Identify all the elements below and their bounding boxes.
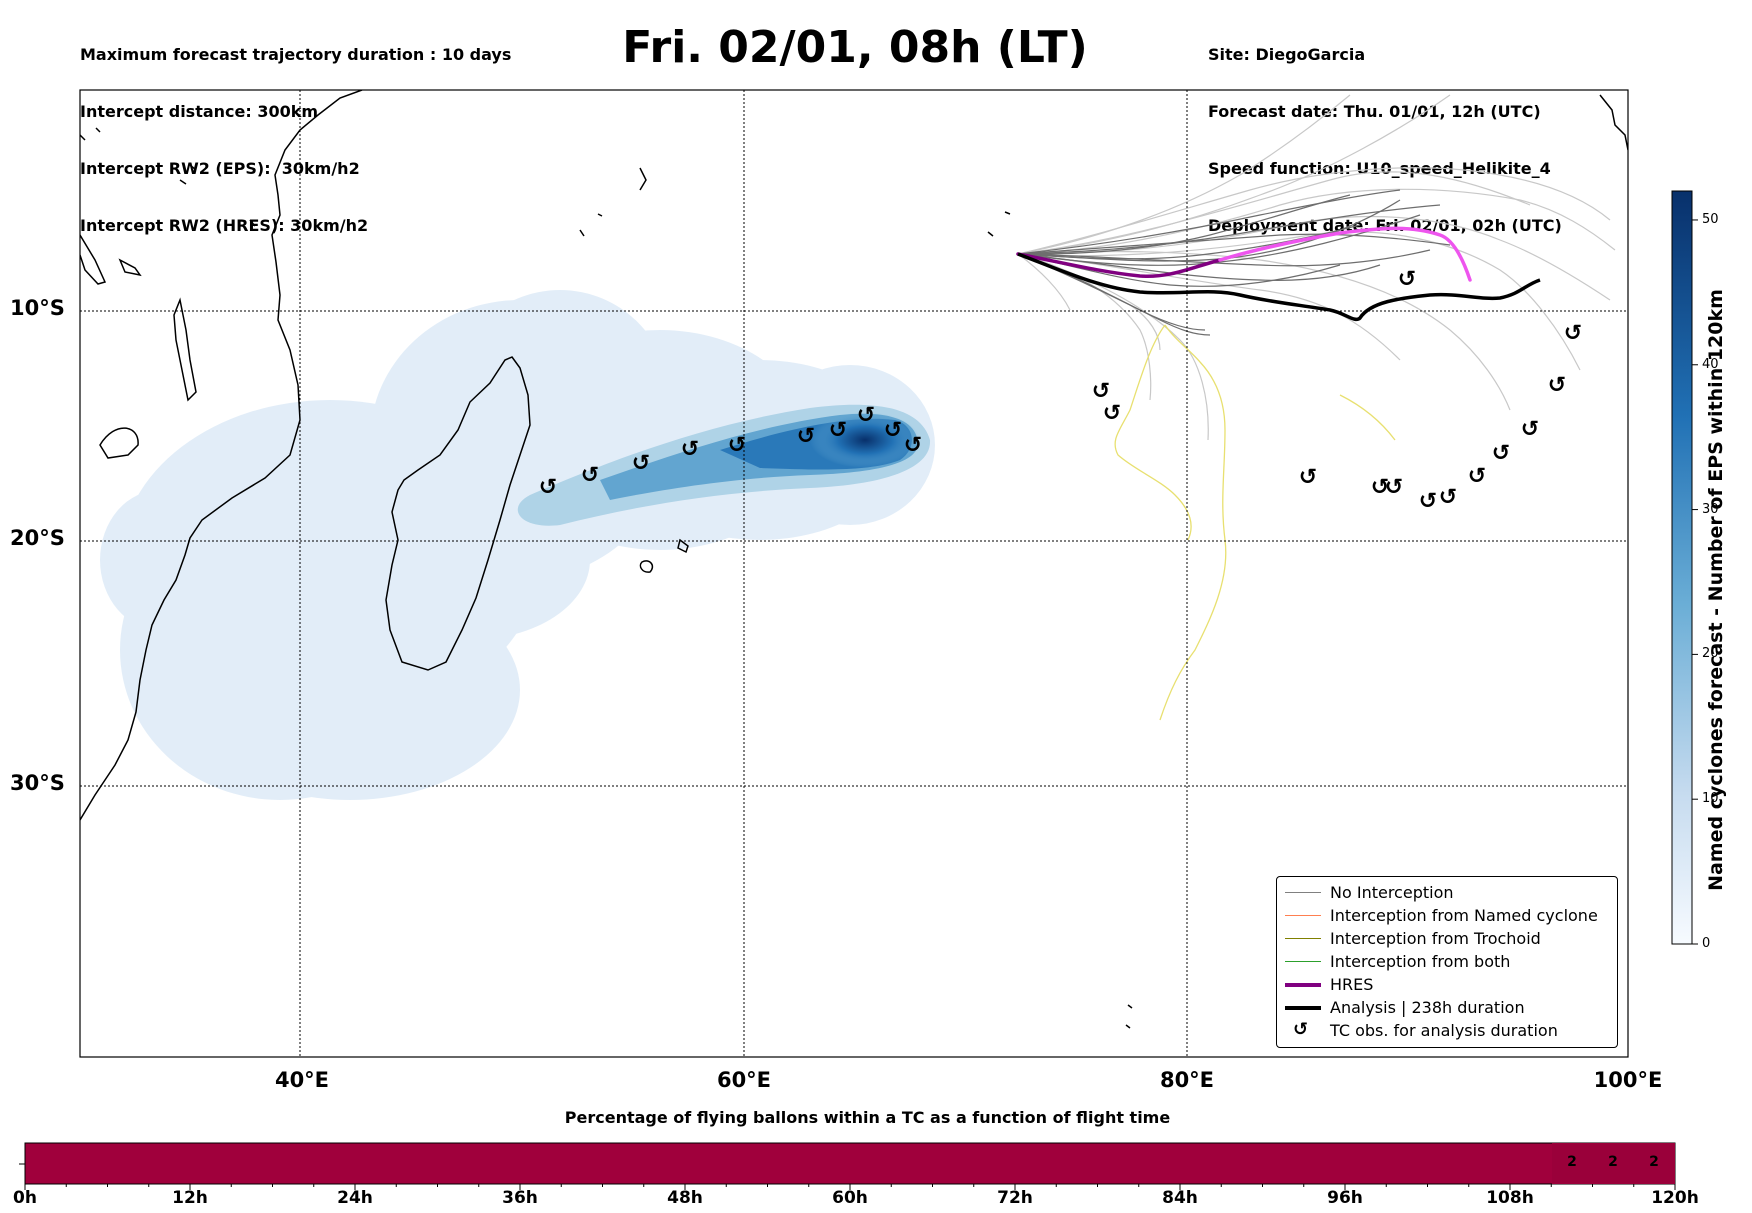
colorbar-tick-label: 30 [1702, 501, 1719, 517]
density-halo [100, 290, 935, 800]
colorbar [1671, 190, 1693, 945]
percentage-bar-cells [1552, 1143, 1675, 1184]
lon-label: 80°E [1159, 1068, 1215, 1092]
lat-label: 30°S [10, 771, 65, 795]
percentage-bar-tick-label: 24h [337, 1188, 373, 1208]
legend-item: ↺ TC obs. for analysis duration [1277, 1019, 1617, 1042]
tc-symbol-icon: ↺ [1385, 475, 1403, 500]
coastline [80, 90, 1628, 1029]
percentage-bar-tick-label: 12h [172, 1188, 208, 1208]
page-title: Fri. 02/01, 08h (LT) [622, 22, 1088, 73]
legend-item: Interception from both [1277, 950, 1617, 973]
madagascar [385, 356, 531, 671]
legend-item: Analysis | 238h duration [1277, 996, 1617, 1019]
lat-label: 10°S [10, 296, 65, 320]
tc-symbol-icon: ↺ [829, 418, 847, 443]
lon-label: 100°E [1593, 1068, 1663, 1092]
tc-symbol-icon: ↺ [581, 463, 599, 488]
header-line: Intercept RW2 (HRES): 30km/h2 [80, 216, 369, 235]
header-info-left: Maximum forecast trajectory duration : 1… [80, 7, 511, 254]
tc-symbol-icon: ↺ [1521, 417, 1539, 442]
colorbar-ticks [1692, 219, 1698, 945]
legend-line-trochoid [1285, 938, 1321, 939]
legend-label: HRES [1330, 975, 1374, 994]
tc-symbol-icon: ↺ [1419, 489, 1437, 514]
percentage-bar-tick-label: 36h [502, 1188, 538, 1208]
legend-line-analysis [1285, 1006, 1321, 1010]
percentage-bar-ticks [24, 1184, 1676, 1190]
colorbar-tick-label: 50 [1702, 211, 1719, 227]
tc-observations: ↺ ↺ ↺↺ ↺ ↺ ↺↺↺↺↺↺↺↺↺↺↺↺↺ ↺↺↺ ↺ [539, 267, 1582, 514]
tc-symbol-icon: ↺ [1564, 321, 1582, 346]
legend: No Interception Interception from Named … [1276, 876, 1618, 1048]
percentage-bar-tick-label: 96h [1327, 1188, 1363, 1208]
tc-symbol-icon: ↺ [1299, 465, 1317, 490]
percentage-bar-tick-label: 72h [997, 1188, 1033, 1208]
colorbar-tick-label: 20 [1702, 646, 1719, 662]
header-line: Site: DiegoGarcia [1208, 45, 1366, 64]
lon-label: 60°E [716, 1068, 772, 1092]
tc-symbol-icon: ↺ [1371, 475, 1389, 500]
legend-line-named-cyclone [1285, 915, 1321, 916]
tc-symbol-icon: ↺ [884, 418, 902, 443]
tc-symbol-icon: ↺ [857, 403, 875, 428]
legend-label: Interception from both [1330, 952, 1511, 971]
colorbar-tick-label: 10 [1702, 791, 1719, 807]
tc-symbol-icon: ↺ [1398, 267, 1416, 292]
percentage-cell-value: 2 [1649, 1154, 1659, 1170]
tc-symbol-icon: ↺ [1103, 401, 1121, 426]
hres-trajectory [1016, 226, 1472, 282]
tc-symbol-icon: ↺ [539, 475, 557, 500]
tc-symbol-icon: ↺ [681, 437, 699, 462]
legend-item: No Interception [1277, 881, 1617, 904]
legend-item: Interception from Trochoid [1277, 927, 1617, 950]
tc-symbol-icon: ↺ [797, 424, 815, 449]
bottom-bar-title: Percentage of flying ballons within a TC… [564, 1108, 1171, 1127]
percentage-bar-tick-label: 0h [13, 1188, 37, 1208]
percentage-bar-tick-label: 120h [1651, 1188, 1699, 1208]
lon-label: 40°E [274, 1068, 330, 1092]
ensemble-trajectories [1017, 94, 1616, 721]
header-line: Forecast date: Thu. 01/01, 12h (UTC) [1208, 102, 1541, 121]
legend-label: No Interception [1330, 883, 1454, 902]
legend-label: Interception from Named cyclone [1330, 906, 1598, 925]
tc-symbol-icon: ↺ [728, 433, 746, 458]
tc-symbol-icon: ↺ [1548, 373, 1566, 398]
percentage-bar-tick-label: 108h [1486, 1188, 1534, 1208]
percentage-bar-tick-label: 60h [832, 1188, 868, 1208]
colorbar-tick-label: 0 [1702, 936, 1711, 951]
map-frame [79, 89, 1629, 1058]
legend-item: Interception from Named cyclone [1277, 904, 1617, 927]
colorbar-tick-label: 40 [1702, 356, 1719, 372]
tc-symbol-icon: ↺ [1092, 379, 1110, 404]
africa-coast [80, 90, 363, 821]
percentage-bar [24, 1142, 1676, 1185]
percentage-cell-value: 2 [1567, 1154, 1577, 1170]
header-line: Maximum forecast trajectory duration : 1… [80, 45, 512, 64]
percentage-cell-value: 2 [1608, 1154, 1618, 1170]
lat-label: 20°S [10, 526, 65, 550]
legend-label: Analysis | 238h duration [1330, 998, 1525, 1017]
tc-symbol-icon: ↺ [1439, 485, 1457, 510]
legend-line-hres [1285, 983, 1321, 987]
header-line: Intercept distance: 300km [80, 102, 319, 121]
tc-symbol-icon: ↺ [632, 451, 650, 476]
legend-label: Interception from Trochoid [1330, 929, 1541, 948]
percentage-bar-tick-label: 48h [667, 1188, 703, 1208]
legend-line-no-interception [1285, 892, 1321, 893]
tc-symbol-icon: ↺ [1293, 1019, 1309, 1040]
gridlines [80, 90, 1628, 1057]
density-band [517, 404, 931, 526]
header-line: Intercept RW2 (EPS): 30km/h2 [80, 159, 360, 178]
tc-symbol-icon: ↺ [904, 433, 922, 458]
legend-item: HRES [1277, 973, 1617, 996]
tc-symbol-icon: ↺ [1468, 464, 1486, 489]
legend-label: TC obs. for analysis duration [1330, 1021, 1558, 1040]
tc-symbol-icon: ↺ [1492, 441, 1510, 466]
percentage-bar-tick-label: 84h [1162, 1188, 1198, 1208]
legend-line-both [1285, 961, 1321, 962]
